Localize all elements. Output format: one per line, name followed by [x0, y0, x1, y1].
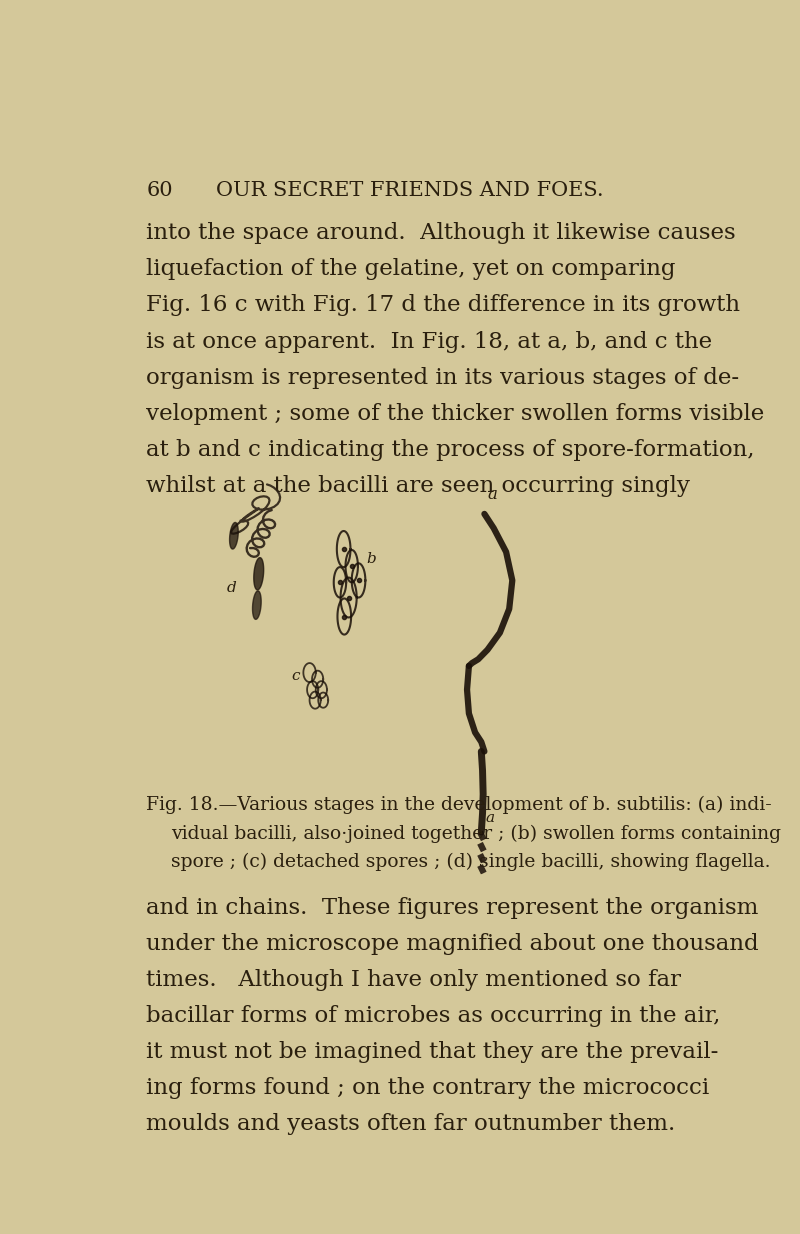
Text: vidual bacilli, also·joined together ; (b) swollen forms containing: vidual bacilli, also·joined together ; (… — [171, 824, 782, 843]
Text: and in chains.  These figures represent the organism: and in chains. These figures represent t… — [146, 897, 759, 919]
Text: under the microscope magnified about one thousand: under the microscope magnified about one… — [146, 933, 759, 955]
Text: at b and c indicating the process of spore-formation,: at b and c indicating the process of spo… — [146, 439, 755, 460]
Text: ing forms found ; on the contrary the micrococci: ing forms found ; on the contrary the mi… — [146, 1077, 710, 1099]
Polygon shape — [230, 522, 238, 549]
Text: Fig. 18.—Various stages in the development of b. subtilis: (a) indi-: Fig. 18.—Various stages in the developme… — [146, 796, 772, 814]
Text: c: c — [291, 669, 300, 682]
Text: into the space around.  Although it likewise causes: into the space around. Although it likew… — [146, 222, 736, 244]
Text: velopment ; some of the thicker swollen forms visible: velopment ; some of the thicker swollen … — [146, 402, 765, 424]
Text: organism is represented in its various stages of de-: organism is represented in its various s… — [146, 366, 740, 389]
Text: 60: 60 — [146, 181, 173, 200]
Text: it must not be imagined that they are the prevail-: it must not be imagined that they are th… — [146, 1041, 719, 1064]
Text: is at once apparent.  In Fig. 18, at a, b, and c the: is at once apparent. In Fig. 18, at a, b… — [146, 331, 713, 353]
Text: spore ; (c) detached spores ; (d) single bacilli, showing flagella.: spore ; (c) detached spores ; (d) single… — [171, 853, 770, 871]
Text: whilst at a the bacilli are seen occurring singly: whilst at a the bacilli are seen occurri… — [146, 475, 690, 497]
Text: OUR SECRET FRIENDS AND FOES.: OUR SECRET FRIENDS AND FOES. — [216, 181, 604, 200]
Text: Fig. 16 c with Fig. 17 d the difference in its growth: Fig. 16 c with Fig. 17 d the difference … — [146, 295, 741, 316]
Text: liquefaction of the gelatine, yet on comparing: liquefaction of the gelatine, yet on com… — [146, 258, 676, 280]
Text: a: a — [487, 486, 498, 503]
Text: a: a — [486, 811, 494, 826]
Text: times.   Although I have only mentioned so far: times. Although I have only mentioned so… — [146, 969, 682, 991]
Text: moulds and yeasts often far outnumber them.: moulds and yeasts often far outnumber th… — [146, 1113, 676, 1135]
Polygon shape — [253, 591, 262, 619]
Text: b: b — [366, 552, 376, 566]
Polygon shape — [254, 558, 264, 590]
Text: d: d — [226, 581, 237, 595]
Text: bacillar forms of microbes as occurring in the air,: bacillar forms of microbes as occurring … — [146, 1006, 721, 1027]
